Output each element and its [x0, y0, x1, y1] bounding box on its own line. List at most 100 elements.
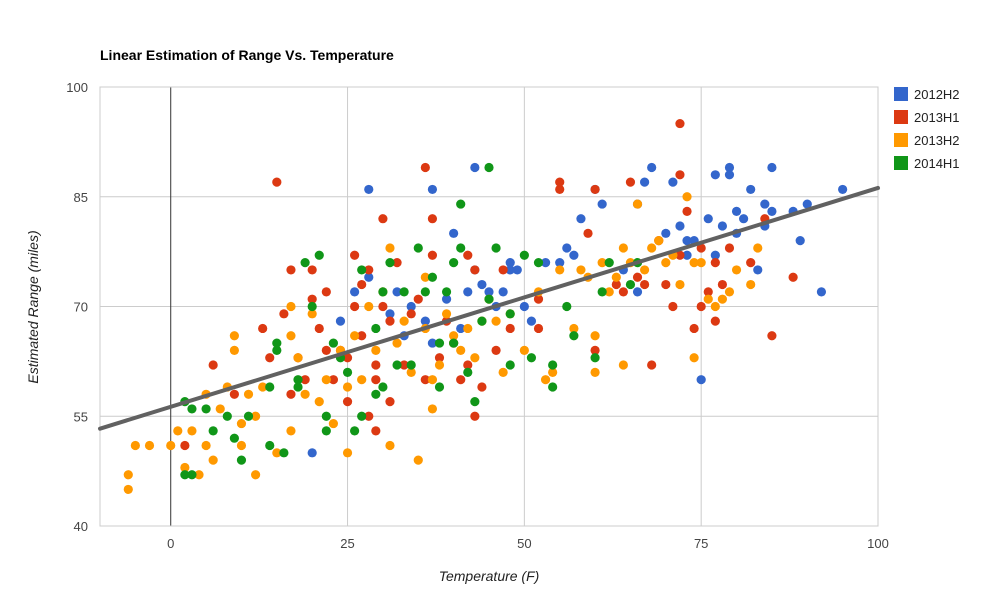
point-2012H2 [767, 206, 777, 216]
point-2014H1 [371, 389, 381, 399]
point-2013H2 [689, 258, 699, 268]
point-2012H2 [675, 221, 685, 231]
x-tick-label: 75 [694, 536, 708, 551]
point-2014H1 [392, 360, 402, 370]
point-2013H2 [286, 301, 296, 312]
point-2013H2 [229, 331, 239, 341]
point-2013H1 [208, 360, 218, 370]
point-2012H2 [526, 316, 537, 326]
point-2013H2 [243, 389, 254, 399]
point-2013H1 [364, 411, 374, 421]
y-tick-label: 70 [74, 300, 88, 315]
point-2014H1 [434, 338, 445, 348]
point-2012H2 [540, 258, 551, 268]
point-2014H1 [357, 265, 367, 275]
point-2014H1 [484, 162, 494, 173]
x-tick-label: 0 [167, 536, 174, 551]
point-2013H2 [597, 258, 607, 268]
point-2013H1 [307, 265, 317, 275]
point-2012H2 [456, 323, 466, 334]
point-2014H1 [533, 258, 544, 268]
point-2012H2 [816, 287, 827, 297]
point-2013H2 [180, 462, 190, 473]
point-2013H1 [456, 375, 466, 385]
point-2012H2 [484, 287, 494, 297]
point-2013H1 [632, 272, 643, 282]
point-2013H2 [717, 294, 728, 304]
point-2014H1 [569, 331, 579, 341]
point-2013H1 [307, 294, 317, 304]
point-2013H1 [590, 184, 600, 195]
point-2013H2 [540, 375, 551, 385]
point-2013H1 [286, 389, 296, 399]
point-2013H1 [703, 287, 713, 297]
point-2012H2 [746, 184, 756, 195]
point-2014H1 [187, 470, 197, 480]
point-2013H2 [689, 353, 699, 363]
point-2013H2 [696, 258, 706, 268]
point-2012H2 [767, 162, 777, 173]
point-2012H2 [463, 287, 473, 297]
point-2013H1 [491, 345, 501, 355]
point-2013H1 [385, 316, 395, 326]
point-2013H1 [321, 287, 331, 297]
point-2012H2 [682, 250, 692, 260]
point-2013H2 [399, 316, 409, 326]
point-2013H1 [258, 323, 268, 334]
point-2013H1 [180, 440, 190, 451]
point-2012H2 [569, 250, 579, 260]
point-2014H1 [180, 470, 190, 480]
point-2014H1 [265, 440, 275, 451]
point-2013H1 [321, 345, 331, 355]
point-2014H1 [307, 301, 317, 312]
legend-label-2014H1: 2014H1 [914, 156, 960, 171]
point-2012H2 [562, 243, 572, 253]
point-2012H2 [519, 301, 529, 312]
point-2013H2 [342, 448, 353, 458]
point-2013H1 [463, 360, 473, 370]
point-2012H2 [307, 448, 317, 458]
point-2013H2 [576, 265, 586, 275]
point-2013H2 [569, 323, 579, 334]
point-2013H1 [392, 258, 402, 268]
point-2014H1 [342, 367, 353, 377]
point-2013H2 [208, 455, 218, 465]
point-2014H1 [456, 243, 466, 253]
point-2014H1 [385, 258, 395, 268]
point-2012H2 [668, 177, 678, 187]
point-2013H1 [583, 228, 593, 238]
plot-border [99, 86, 879, 527]
point-2014H1 [413, 243, 423, 253]
point-2012H2 [385, 309, 395, 319]
point-2013H2 [724, 287, 735, 297]
point-2012H2 [427, 184, 438, 195]
point-2013H1 [434, 353, 445, 363]
point-2014H1 [236, 455, 247, 465]
point-2013H2 [130, 440, 140, 451]
point-2013H1 [364, 265, 374, 275]
point-2012H2 [682, 236, 692, 246]
point-2013H2 [647, 243, 657, 253]
point-2013H2 [258, 382, 268, 392]
point-2013H2 [441, 309, 452, 319]
point-2012H2 [427, 338, 438, 348]
point-2013H1 [675, 118, 685, 129]
point-2012H2 [576, 214, 586, 224]
point-2012H2 [392, 287, 402, 297]
point-2014H1 [378, 382, 388, 392]
point-2013H2 [187, 426, 197, 436]
point-2013H2 [286, 331, 296, 341]
point-2014H1 [229, 433, 239, 443]
x-tick-label: 25 [340, 536, 354, 551]
point-2012H2 [703, 214, 713, 224]
point-2012H2 [724, 170, 735, 180]
point-2014H1 [505, 360, 515, 370]
point-2013H2 [194, 470, 204, 480]
point-2014H1 [406, 360, 416, 370]
y-tick-label: 55 [74, 409, 88, 424]
point-2013H1 [611, 279, 621, 290]
point-2014H1 [328, 338, 338, 348]
point-2013H2 [590, 331, 600, 341]
point-2012H2 [760, 199, 770, 209]
point-2013H2 [144, 440, 155, 451]
